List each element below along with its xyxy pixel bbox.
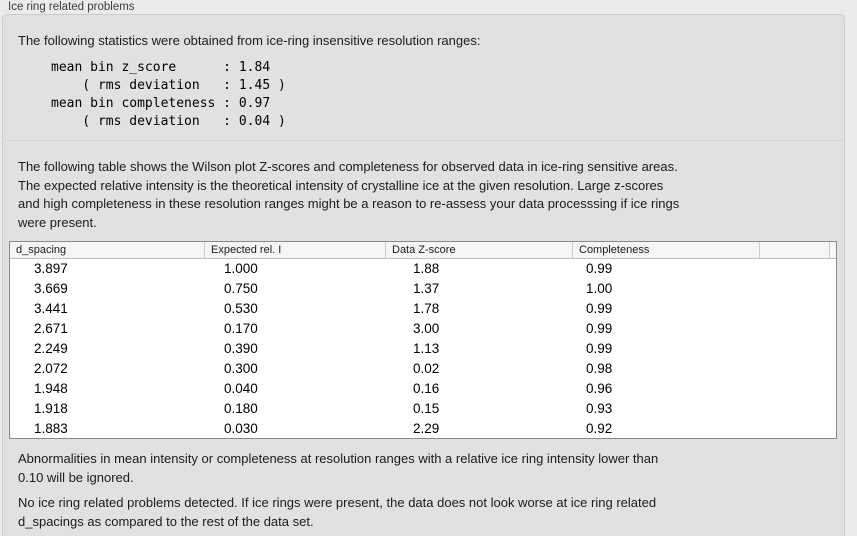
table-cell: 1.00: [586, 281, 613, 296]
conclusion-text: No ice ring related problems detected. I…: [18, 495, 657, 529]
table-cell: 0.15: [413, 401, 440, 416]
ice-ring-groupbox: The following statistics were obtained f…: [2, 14, 845, 536]
table-row[interactable]: 1.918 0.180 0.15 0.93: [10, 399, 836, 419]
column-header-filler: [760, 242, 829, 258]
panel-title: Ice ring related problems: [8, 1, 135, 13]
table-cell: 0.030: [224, 421, 258, 436]
table-cell: 0.02: [413, 361, 440, 376]
table-cell: 0.99: [586, 261, 613, 276]
header-endcap: [829, 242, 836, 258]
table-body: 3.897 1.000 1.88 0.99 3.669 0.750 1.37 1.00 3.44…: [10, 259, 836, 438]
table-cell: 0.040: [224, 381, 258, 396]
column-header-expected-rel-i[interactable]: Expected rel. I: [205, 242, 386, 258]
table-row[interactable]: 1.883 0.030 2.29 0.92: [10, 419, 836, 438]
column-header-data-z-score[interactable]: Data Z-score: [386, 242, 573, 258]
table-row[interactable]: 3.441 0.530 1.78 0.99: [10, 299, 836, 319]
table-cell: 3.00: [413, 321, 440, 336]
section-divider: [5, 140, 844, 141]
column-header-completeness[interactable]: Completeness: [573, 242, 760, 258]
table-cell: 0.180: [224, 401, 258, 416]
table-cell: 0.96: [586, 381, 613, 396]
table-cell: 2.671: [34, 321, 68, 336]
table-row[interactable]: 2.249 0.390 1.13 0.99: [10, 339, 836, 359]
table-cell: 3.669: [34, 281, 68, 296]
ignore-note-text: Abnormalities in mean intensity or compl…: [18, 451, 659, 485]
table-cell: 0.170: [224, 321, 258, 336]
column-header-d-spacing[interactable]: d_spacing: [10, 242, 205, 258]
table-cell: 1.78: [413, 301, 440, 316]
table-cell: 0.750: [224, 281, 258, 296]
table-cell: 1.948: [34, 381, 68, 396]
ice-ring-table: d_spacing Expected rel. I Data Z-score Comp…: [9, 241, 837, 439]
table-cell: 2.072: [34, 361, 68, 376]
statistics-block: mean bin z_score : 1.84 ( rms deviation …: [51, 60, 286, 129]
intro-text: The following statistics were obtained f…: [18, 33, 481, 48]
table-row[interactable]: 3.669 0.750 1.37 1.00: [10, 279, 836, 299]
table-cell: 3.441: [34, 301, 68, 316]
table-row[interactable]: 1.948 0.040 0.16 0.96: [10, 379, 836, 399]
table-cell: 1.37: [413, 281, 440, 296]
table-row[interactable]: 2.072 0.300 0.02 0.98: [10, 359, 836, 379]
table-cell: 3.897: [34, 261, 68, 276]
table-cell: 0.99: [586, 321, 613, 336]
table-cell: 0.99: [586, 341, 613, 356]
table-cell: 1.000: [224, 261, 258, 276]
table-row[interactable]: 2.671 0.170 3.00 0.99: [10, 319, 836, 339]
table-cell: 0.300: [224, 361, 258, 376]
table-cell: 0.99: [586, 301, 613, 316]
table-description-text: The following table shows the Wilson plo…: [18, 159, 680, 231]
table-cell: 1.883: [34, 421, 68, 436]
table-cell: 2.249: [34, 341, 68, 356]
table-header-row: d_spacing Expected rel. I Data Z-score Comp…: [10, 242, 836, 259]
table-cell: 0.98: [586, 361, 613, 376]
table-cell: 2.29: [413, 421, 440, 436]
table-cell: 0.16: [413, 381, 440, 396]
table-cell: 1.918: [34, 401, 68, 416]
table-cell: 1.88: [413, 261, 440, 276]
table-cell: 1.13: [413, 341, 440, 356]
table-cell: 0.93: [586, 401, 613, 416]
table-cell: 0.92: [586, 421, 613, 436]
table-cell: 0.530: [224, 301, 258, 316]
table-cell: 0.390: [224, 341, 258, 356]
table-row[interactable]: 3.897 1.000 1.88 0.99: [10, 259, 836, 279]
